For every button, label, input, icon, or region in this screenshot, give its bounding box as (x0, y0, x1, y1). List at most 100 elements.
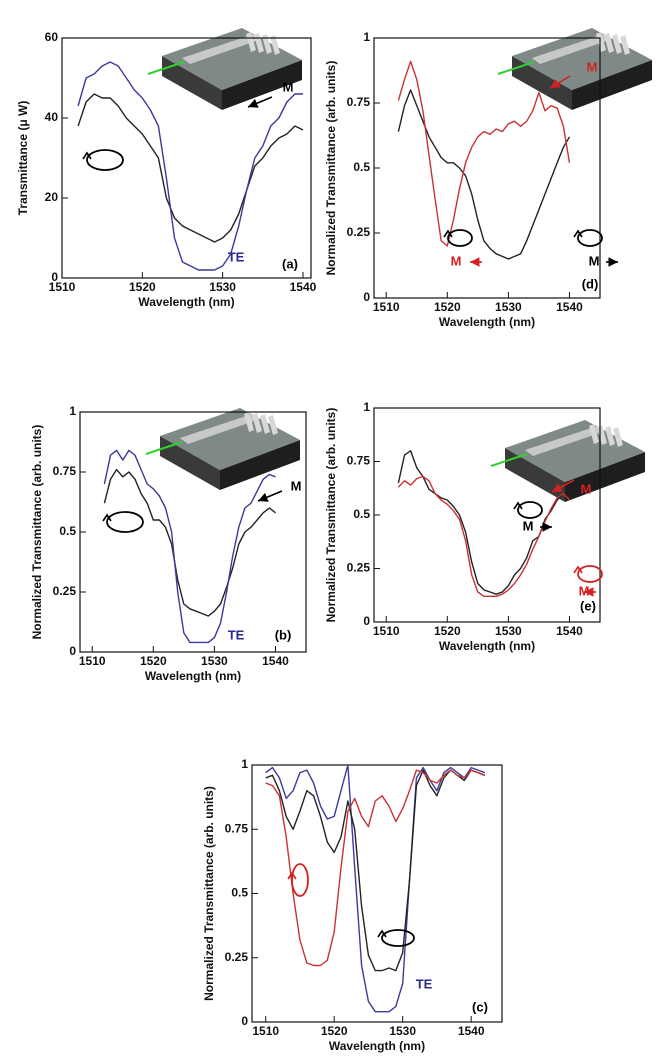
x-tick-label: 1540 (458, 1024, 485, 1038)
plot-frame (251, 764, 503, 1023)
device-grating (589, 424, 599, 444)
y-tick-label: 0.5 (231, 886, 248, 900)
x-tick-label: 1510 (373, 624, 400, 638)
annotation: TE (228, 627, 245, 642)
x-tick-label: 1510 (79, 654, 106, 668)
polarization-loop (447, 229, 473, 247)
annotation: M (579, 583, 590, 598)
device-illustration (490, 420, 645, 502)
y-tick-label: 0.75 (347, 95, 371, 109)
device-beam (497, 61, 535, 75)
plot-frame (61, 37, 312, 279)
polarization-arrowhead (102, 513, 112, 522)
annotation: M (451, 253, 462, 268)
y-tick-label: 0 (363, 614, 370, 628)
polarization-arrowhead (377, 929, 387, 938)
data-line (265, 764, 486, 1013)
magnetization-arrow (549, 75, 571, 89)
polarization-loop (577, 229, 603, 247)
annotation: M (587, 59, 598, 74)
x-tick-label: 1530 (495, 300, 522, 314)
x-axis-label: Wavelength (nm) (439, 315, 535, 329)
device-grating (612, 34, 622, 54)
data-line (397, 89, 571, 260)
y-tick-label: 1 (363, 400, 370, 414)
annotation: M (283, 79, 294, 94)
polarization-loop (106, 511, 144, 533)
device-illustration (497, 28, 652, 110)
y-tick-label: 0.5 (353, 507, 370, 521)
y-axis-label: Normalized Transmittance (arb. units) (202, 786, 216, 1001)
device-grating (246, 32, 256, 52)
polarization-arrowhead (443, 229, 453, 238)
x-tick-label: 1520 (434, 624, 461, 638)
x-axis-label: Wavelength (nm) (439, 639, 535, 653)
device-side (512, 56, 572, 110)
x-tick-label: 1530 (209, 280, 236, 294)
x-axis-label: Wavelength (nm) (138, 295, 234, 309)
x-tick-label: 1540 (290, 280, 317, 294)
y-tick-label: 0.5 (59, 524, 76, 538)
x-tick-label: 1510 (373, 300, 400, 314)
y-tick-label: 0 (241, 1014, 248, 1028)
x-axis-label: Wavelength (nm) (329, 1039, 425, 1053)
polarization-arrowhead (513, 501, 523, 510)
device-grating (596, 32, 606, 52)
y-tick-label: 1 (241, 757, 248, 771)
x-tick-label: 1520 (321, 1024, 348, 1038)
y-tick-label: 0.75 (347, 454, 371, 468)
x-tick-label: 1530 (389, 1024, 416, 1038)
y-tick-label: 0 (69, 644, 76, 658)
polarization-loop (86, 149, 124, 171)
data-line (77, 93, 304, 243)
polarization-loop (381, 929, 415, 947)
device-ridge (180, 414, 260, 444)
device-side (160, 436, 220, 490)
x-tick-label: 1540 (556, 624, 583, 638)
polarization-loop (291, 863, 309, 897)
device-grating (252, 413, 262, 433)
x-tick-label: 1510 (252, 1024, 279, 1038)
magnetization-arrow (247, 96, 273, 108)
annotation: TE (416, 976, 433, 991)
y-tick-label: 0.75 (225, 821, 249, 835)
annotation: M (291, 478, 302, 493)
magnetization-arrow (551, 479, 575, 493)
device-grating (244, 412, 254, 432)
data-line (103, 468, 276, 617)
device-grating (262, 34, 272, 54)
polarization-arrowhead (573, 565, 583, 574)
polarization-loop (517, 501, 543, 519)
y-tick-label: 60 (45, 30, 59, 44)
magnetization-arrow (257, 490, 283, 502)
device-ridge (182, 34, 262, 64)
data-line (77, 61, 303, 271)
polarization-arrowhead (573, 229, 583, 238)
device-grating (268, 415, 278, 435)
x-tick-label: 1540 (556, 300, 583, 314)
device-side (505, 448, 565, 502)
y-tick-label: 0.25 (225, 950, 249, 964)
y-tick-label: 0.25 (347, 561, 371, 575)
device-beam (145, 441, 183, 455)
x-tick-label: 1530 (495, 624, 522, 638)
y-tick-label: 0 (51, 270, 58, 284)
y-axis-label: Transmittance (μ W) (16, 101, 30, 216)
annotation: (e) (580, 598, 596, 613)
annotation: (c) (472, 999, 488, 1014)
device-ridge (525, 426, 605, 456)
x-tick-label: 1520 (434, 300, 461, 314)
x-tick-label: 1510 (49, 280, 76, 294)
y-tick-label: 1 (363, 30, 370, 44)
device-beam (490, 453, 528, 467)
device-illustration (147, 28, 302, 110)
y-axis-label: Normalized Transmittance (arb. units) (30, 425, 44, 640)
y-tick-label: 40 (45, 110, 59, 124)
data-line (397, 60, 571, 247)
x-axis-label: Wavelength (nm) (145, 669, 241, 683)
y-axis-label: Normalized Transmittance (arb. units) (324, 408, 338, 623)
data-line (265, 769, 486, 967)
annotation: (d) (582, 276, 599, 291)
annotation: TE (228, 249, 245, 264)
